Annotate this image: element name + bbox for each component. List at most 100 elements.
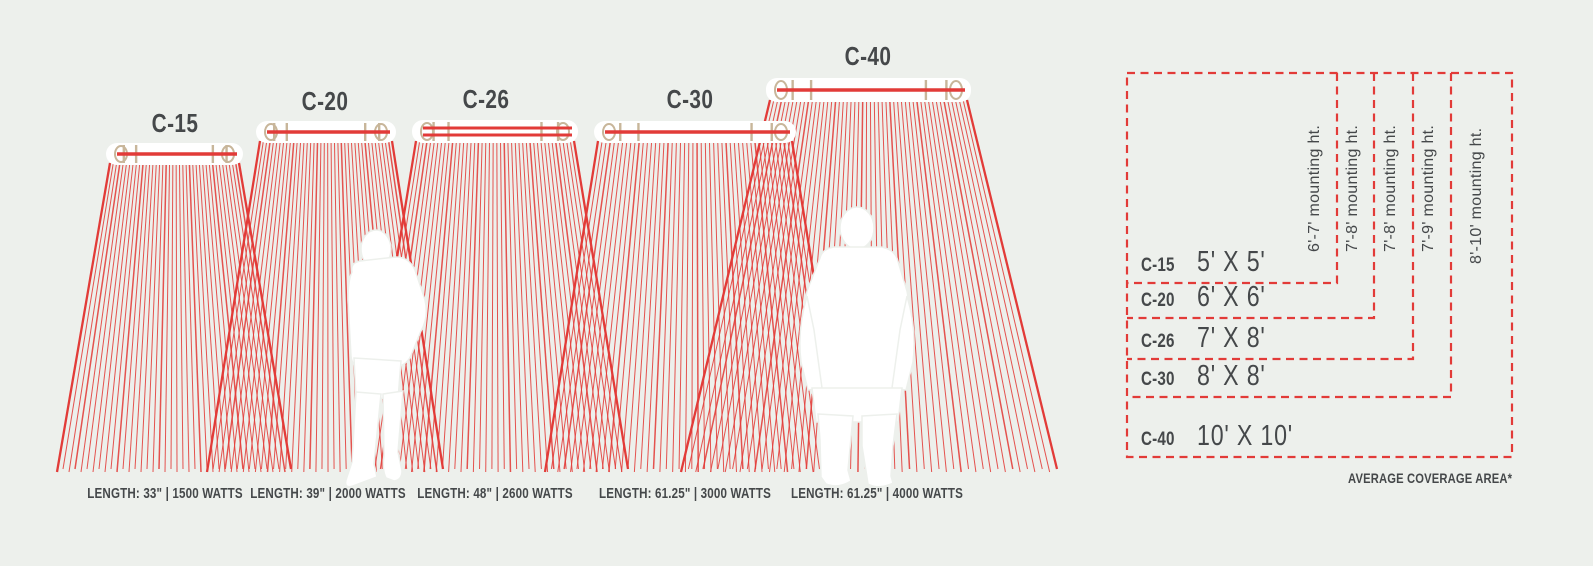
model-label-text: C-20 <box>301 86 349 116</box>
heater-unit-c-40 <box>766 78 971 102</box>
heat-ray <box>962 99 1051 473</box>
coverage-area-c-26: 7' X 8' <box>1196 322 1266 354</box>
model-label-text: C-30 <box>666 84 714 114</box>
heat-ray <box>333 140 341 473</box>
coverage-area-c-20: 6' X 6' <box>1196 281 1266 313</box>
silhouette-part <box>382 390 404 482</box>
heat-ray <box>570 140 616 473</box>
heat-ray <box>582 140 624 473</box>
heat-ray <box>665 140 677 470</box>
heat-ray <box>212 140 264 470</box>
mounting-label-c-40: 8'-10' mounting ht. <box>1468 127 1485 264</box>
mounting-label-c-20: 7'-8' mounting ht. <box>1344 124 1361 252</box>
heat-ray <box>303 140 315 473</box>
heat-ray <box>672 140 682 473</box>
coverage-footnote: AVERAGE COVERAGE AREA* <box>1307 470 1512 486</box>
end-cap <box>556 122 570 141</box>
heater-unit-c-20 <box>256 121 396 143</box>
heat-ray <box>68 162 118 473</box>
model-label-c-20: C-20 <box>296 86 354 117</box>
heat-ray <box>417 140 450 470</box>
heat-ray <box>266 140 295 473</box>
heat-ray <box>74 162 121 470</box>
heat-ray <box>205 140 262 473</box>
heat-ray <box>684 140 690 473</box>
heat-ray <box>595 140 632 473</box>
coverage-footnote-text: AVERAGE COVERAGE AREA* <box>1347 470 1512 486</box>
heater-unit-c-15 <box>106 143 243 165</box>
heat-ray <box>178 162 184 470</box>
heat-ray <box>563 140 612 470</box>
heat-ray <box>533 140 561 473</box>
heat-ray <box>659 140 673 473</box>
heat-ray <box>732 99 798 470</box>
heat-ray <box>614 140 644 470</box>
heat-ray <box>958 99 1043 470</box>
heat-ray <box>185 162 196 470</box>
coverage-box-c-20 <box>1127 73 1376 320</box>
spec-label-c-20: LENGTH: 39" | 2000 WATTS <box>231 486 425 502</box>
heat-ray <box>315 140 322 473</box>
silhouette-part <box>811 387 903 423</box>
heat-ray <box>500 140 505 470</box>
coverage-model-c-20: C-20 <box>1141 290 1175 311</box>
heat-ray <box>543 140 600 473</box>
heat-ray <box>900 99 933 473</box>
heat-ray <box>931 99 992 473</box>
heat-ray <box>753 99 810 473</box>
heat-ray <box>448 140 468 473</box>
heat-ray <box>330 140 335 470</box>
heat-ray <box>717 99 790 470</box>
heat-ray <box>195 162 214 473</box>
heat-ray <box>236 140 278 470</box>
spec-label-c-40: LENGTH: 61.25" | 4000 WATTS <box>769 486 984 502</box>
end-cap <box>420 122 434 141</box>
heat-ray <box>646 140 665 473</box>
heat-ray <box>576 140 620 470</box>
heat-ray <box>704 140 712 473</box>
heat-ray <box>98 162 134 470</box>
heat-ray <box>128 162 151 473</box>
model-label-c-26: C-26 <box>457 84 515 115</box>
heat-ray <box>695 99 779 473</box>
heat-ray <box>550 140 603 470</box>
silhouette-part <box>817 413 854 487</box>
heat-ray <box>920 99 970 470</box>
heat-ray <box>912 99 955 470</box>
heat-ray <box>230 140 275 473</box>
coverage-model-c-40: C-40 <box>1141 429 1175 450</box>
heat-ray <box>572 140 630 470</box>
spec-label-c-15: LENGTH: 33" | 1500 WATTS <box>68 486 262 502</box>
heat-ray <box>242 140 281 473</box>
heater-housing <box>412 120 578 143</box>
heat-ray <box>86 162 128 470</box>
spec-label-text: LENGTH: 61.25" | 4000 WATTS <box>790 486 964 502</box>
heat-ray <box>291 140 308 473</box>
heat-ray <box>608 140 641 473</box>
heat-ray <box>904 99 940 470</box>
heat-ray <box>514 140 530 470</box>
model-label-text: C-26 <box>462 84 510 114</box>
heat-ray <box>544 140 580 470</box>
heat-ray <box>721 140 737 473</box>
heat-ray <box>710 99 786 473</box>
coverage-row-c-30: C-30 8' X 8' <box>1141 360 1283 393</box>
heat-ray <box>62 162 114 470</box>
heat-ray <box>737 140 763 473</box>
heat-ray <box>679 99 772 473</box>
heat-ray <box>198 162 220 470</box>
model-label-c-40: C-40 <box>839 41 897 72</box>
heat-ray <box>466 140 480 470</box>
heat-ray <box>640 140 661 470</box>
heat-ray <box>158 162 167 470</box>
heat-ray <box>762 140 801 473</box>
heat-ray <box>80 162 124 473</box>
heat-ray <box>279 140 302 473</box>
model-label-c-30: C-30 <box>661 84 719 115</box>
heat-ray <box>708 140 718 470</box>
heat-ray <box>935 99 999 470</box>
heat-ray <box>511 140 524 473</box>
heat-ray <box>491 140 494 470</box>
heat-ray <box>687 99 775 470</box>
coverage-box-c-26 <box>1127 73 1415 361</box>
